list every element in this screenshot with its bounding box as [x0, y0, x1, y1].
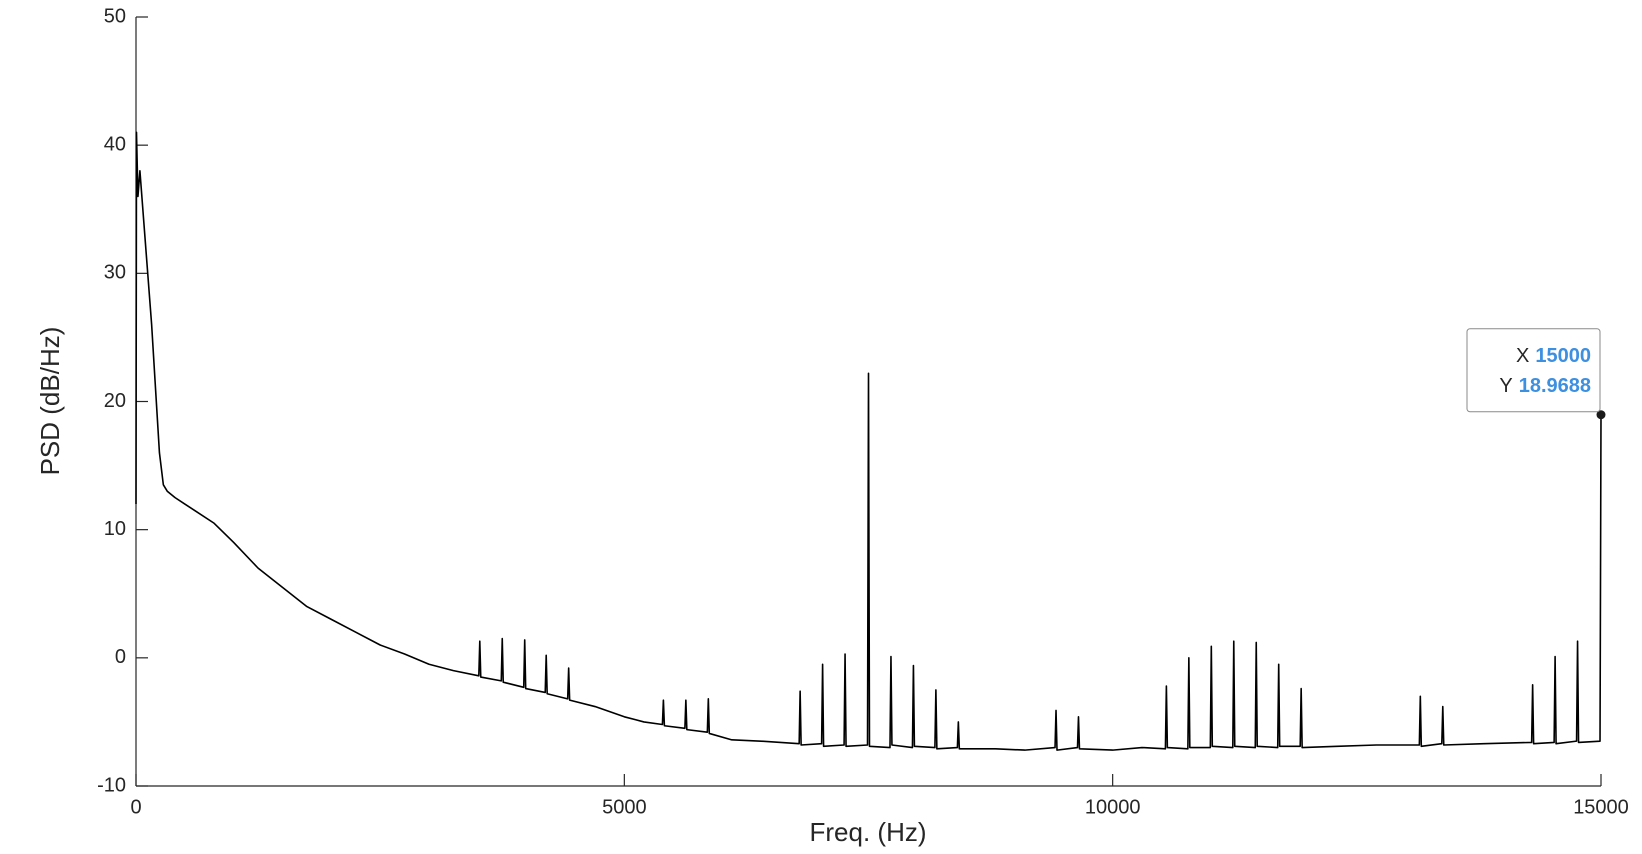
y-tick-label: -10 — [97, 774, 126, 796]
y-axis-label: PSD (dB/Hz) — [35, 327, 65, 476]
datatip: 15000 X 18.9688 Y — [1466, 328, 1601, 413]
psd-line — [135, 131, 1602, 751]
datatip-value: 18.9688 — [1519, 375, 1591, 397]
y-tick-label: 10 — [104, 518, 126, 540]
x-tick-label: 15000 — [1573, 796, 1629, 818]
x-tick-label: 0 — [130, 796, 141, 818]
datatip-value: 15000 — [1535, 345, 1591, 367]
y-tick-label: 20 — [104, 390, 126, 412]
datatip-box — [1466, 328, 1601, 413]
x-tick-label: 5000 — [602, 796, 647, 818]
y-tick-label: 40 — [104, 133, 126, 155]
x-axis-label: Freq. (Hz) — [810, 817, 927, 847]
y-tick-label: 0 — [115, 646, 126, 668]
y-tick-label: 30 — [104, 262, 126, 284]
datatip-marker — [1596, 410, 1606, 420]
x-tick-label: 10000 — [1085, 796, 1141, 818]
datatip-label: Y — [1499, 375, 1512, 397]
y-tick-label: 50 — [104, 5, 126, 27]
datatip-label: X — [1516, 345, 1529, 367]
